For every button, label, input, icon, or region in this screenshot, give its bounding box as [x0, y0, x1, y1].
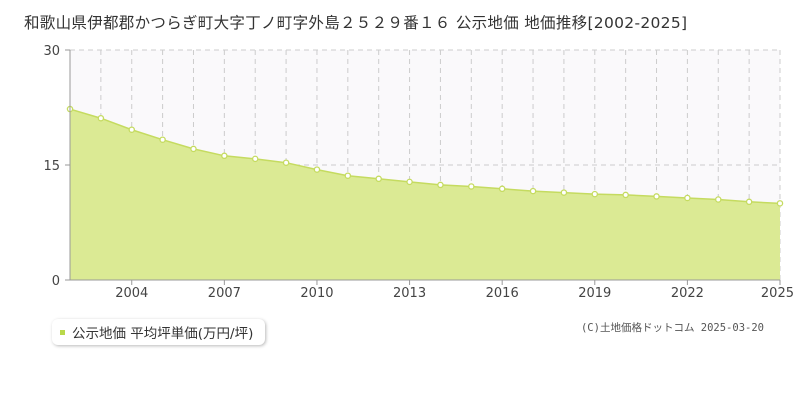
data-point [776, 200, 784, 207]
x-tick-label: 2025 [761, 286, 794, 301]
x-tick-label: 2007 [208, 286, 241, 301]
data-point [190, 145, 197, 153]
data-point [622, 191, 629, 199]
data-point [375, 175, 382, 183]
data-point [344, 172, 352, 179]
data-point [468, 183, 475, 190]
x-tick-label: 2010 [300, 286, 333, 301]
data-point [128, 126, 135, 133]
data-point [529, 187, 537, 195]
price-line [69, 108, 781, 205]
chart-legend: 公示地価 平均坪単価(万円/坪) [52, 319, 266, 345]
y-tick-label: 15 [43, 159, 60, 174]
data-point [282, 159, 290, 166]
data-point [684, 194, 691, 202]
price-area [70, 109, 780, 281]
y-tick-label: 30 [43, 44, 60, 59]
data-point [560, 189, 568, 196]
x-tick-label: 2022 [671, 286, 704, 301]
data-point [313, 166, 321, 173]
data-point [159, 136, 166, 143]
data-point [221, 152, 228, 160]
data-point [406, 178, 413, 186]
x-tick-label: 2019 [578, 286, 611, 301]
copyright-credit: (C)土地価格ドットコム 2025-03-20 [580, 322, 764, 334]
chart-title: 和歌山県伊都郡かつらぎ町大字丁ノ町字外島２５２９番１６ 公示地価 地価推移[20… [24, 14, 688, 32]
legend-label: 公示地価 平均坪単価(万円/坪) [72, 326, 254, 342]
data-point [437, 181, 444, 189]
data-point [251, 155, 259, 163]
data-point [745, 198, 753, 206]
data-point [97, 114, 105, 122]
data-point [653, 193, 660, 200]
data-point [591, 190, 599, 198]
legend-swatch [60, 329, 65, 335]
y-tick-label: 0 [52, 274, 60, 289]
x-tick-label: 2013 [393, 286, 426, 301]
data-point [498, 185, 506, 193]
x-tick-label: 2004 [115, 286, 148, 301]
x-tick-label: 2016 [486, 286, 519, 301]
data-point [715, 196, 722, 203]
